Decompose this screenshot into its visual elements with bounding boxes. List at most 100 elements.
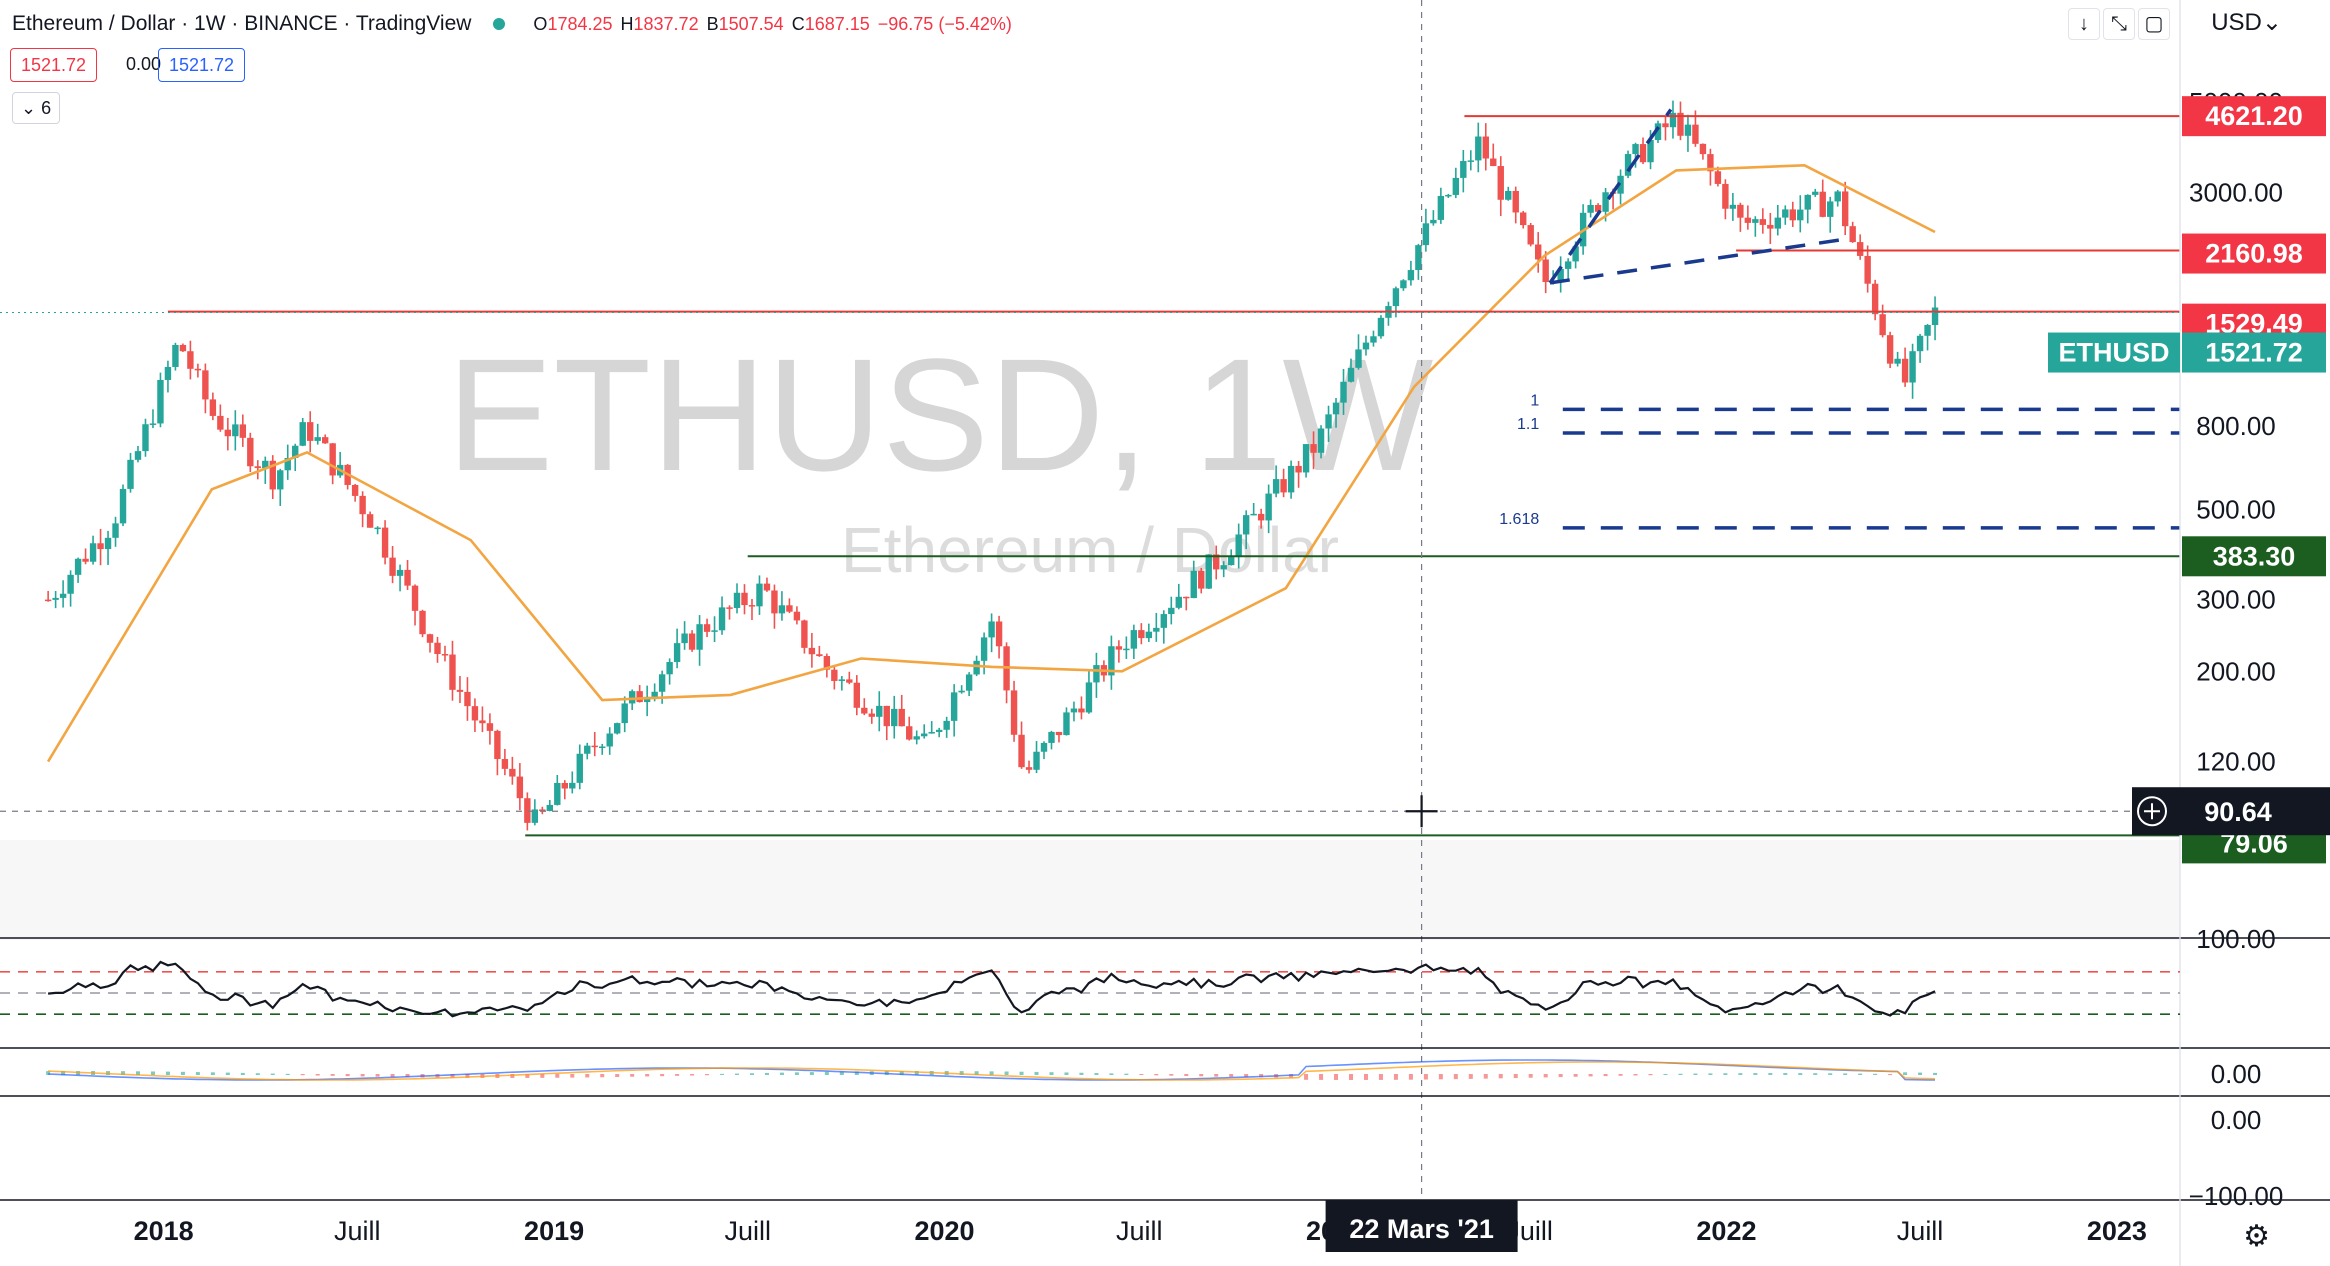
level-badge: 383.30 [2213,541,2296,571]
macd-histogram-bar [1678,1073,1683,1075]
candle-body [1654,123,1662,140]
lower-shade [0,840,2180,940]
macd-histogram-bar [1738,1073,1743,1075]
symbol-title[interactable]: Ethereum / Dollar · 1W · BINANCE · Tradi… [12,12,472,35]
x-axis-tick-label: 2018 [134,1216,194,1246]
candle-body [262,460,269,469]
candle-body [1287,465,1295,493]
macd-histogram-bar [854,1071,859,1075]
candle-body [1497,166,1504,200]
candle-body [52,597,59,600]
macd-histogram-bar [1319,1074,1324,1080]
indicators-collapse-button[interactable]: ⌄ 6 [12,92,61,124]
chart-header: Ethereum / Dollar · 1W · BINANCE · Tradi… [0,0,1020,48]
candle-body [1879,314,1886,336]
candle-body [1632,144,1639,155]
plus-icon [2144,803,2160,820]
candle-body [119,488,127,524]
candle-body [1130,630,1138,649]
candle-body [1782,209,1789,218]
macd-histogram-bar [1768,1073,1773,1075]
macd-histogram-bar [240,1072,245,1075]
macd-histogram-bar [675,1074,680,1076]
maximize-icon[interactable]: ▢ [2138,8,2170,40]
macd-histogram-bar [555,1074,560,1078]
candle-body [688,633,696,650]
candle-body [703,624,711,632]
candle-body [67,574,74,594]
candle-body [441,654,449,656]
macd-histogram-bar [46,1071,51,1075]
candle-body [1752,219,1759,223]
candle-body [1040,742,1048,752]
candle-body [801,620,808,648]
candle-body [868,713,875,717]
macd-histogram-bar [1169,1074,1174,1076]
ohlc-value: 1837.72 [633,13,699,34]
candle-body [1115,646,1123,650]
candle-body [1242,515,1250,535]
candle-body [217,415,224,430]
candle-body [883,705,890,727]
add-alert-icon[interactable] [2137,796,2167,827]
macd-histogram-bar [1109,1073,1114,1075]
candle-body [1774,217,1782,229]
candle-body [1662,123,1669,128]
gear-icon[interactable]: ⚙ [2243,1220,2270,1253]
candle-body [494,730,501,760]
macd-histogram-bar [330,1074,335,1076]
candle-body [1325,414,1332,429]
candle-body [1407,270,1415,281]
candle-body [554,782,561,805]
macd-histogram-bar [1498,1074,1503,1079]
x-axis-tick-label: 2019 [524,1216,584,1246]
candle-body [1302,444,1310,473]
candle-body [711,630,718,632]
candle-body [404,569,411,586]
candle-body [531,809,539,823]
macd-histogram-bar [450,1074,455,1078]
macd-histogram-bar [1154,1074,1159,1076]
macd-histogram-bar [1663,1073,1668,1075]
macd-histogram-bar [1798,1073,1803,1075]
candle-body [1018,734,1025,768]
candle-body [179,344,187,352]
candle-body [1527,225,1534,245]
macd-histogram-bar [1468,1074,1473,1079]
candle-body [1445,194,1452,197]
x-axis-tick-label: 2022 [1696,1216,1756,1246]
candle-body [1587,205,1594,213]
macd-histogram-bar [1393,1074,1398,1080]
candle-body [1213,554,1220,570]
candle-body [164,366,172,380]
currency-selector[interactable]: USD⌄ [2211,9,2282,36]
macd-histogram-bar [989,1071,994,1075]
macd-histogram-bar [375,1074,380,1077]
candle-body [59,593,67,598]
y-axis-tick-label: 800.00 [2196,411,2276,441]
candle-body [1564,261,1572,269]
macd-histogram-bar [1618,1074,1623,1076]
y-axis-tick-label: 3000.00 [2189,178,2283,208]
macd-histogram-bar [270,1073,275,1075]
candle-body [696,624,703,650]
y-axis-tick-label: 300.00 [2196,585,2276,615]
candle-body [733,592,741,608]
candle-body [673,643,681,663]
candle-body [921,733,928,737]
candle-body [1827,201,1834,217]
candle-body [464,691,471,707]
level-badge-bg [2182,96,2326,137]
collapse-icon[interactable]: ⤡ [2103,8,2135,40]
candle-body [995,621,1003,647]
macd-histogram-bar [1139,1074,1144,1076]
candle-body [149,423,157,425]
macd-histogram-bar [150,1071,155,1075]
macd-histogram-bar [1483,1074,1488,1079]
candle-body [366,514,374,528]
candle-body [44,599,52,602]
candle-body [1931,307,1939,326]
candle-body [591,745,598,748]
arrow-down-icon[interactable]: ↓ [2068,8,2100,40]
